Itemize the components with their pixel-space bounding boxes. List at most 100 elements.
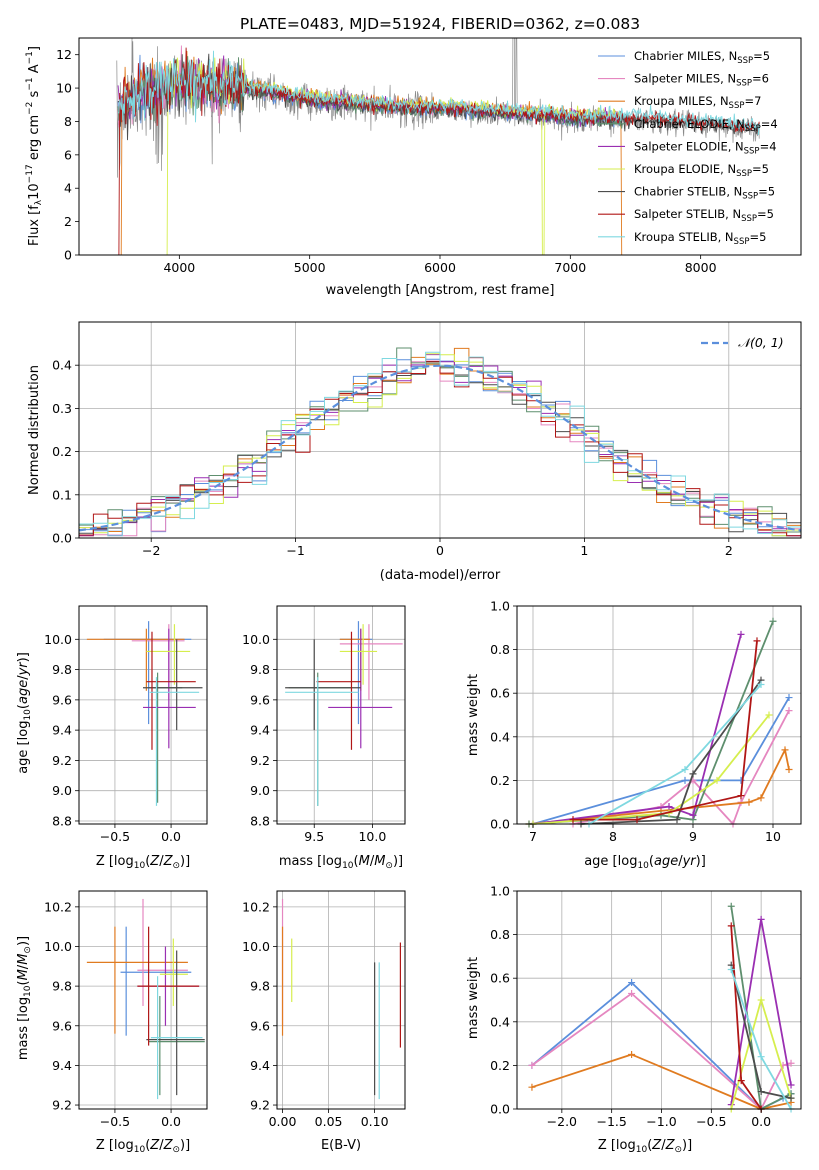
age-vs-mass-yticklabel-1: 9.0: [250, 783, 270, 798]
mw-vs-z-point-chabrier_elodie-0: [727, 902, 735, 910]
mass-vs-z-yticklabel-3: 9.8: [52, 979, 72, 994]
mass-vs-metallicity-panel: −0.5 0.0 9.2 9.4 9.6 9.8 10.0 10.2: [44, 890, 208, 1129]
histogram-salpeter_stelib: [79, 357, 801, 537]
figure-title: PLATE=0483, MJD=51924, FIBERID=0362, z=0…: [240, 15, 640, 33]
mw-vs-z-ticks: −2.0 −1.5 −1.0 −0.5 0.0 0.0 0.2 0.4 0.6 0.8 1.0: [490, 884, 771, 1130]
mw-vs-z-point-salpeter_stelib-1: [737, 1077, 745, 1085]
mw-vs-z-point-salpeter_miles-0: [528, 1061, 536, 1069]
age-vs-mass-yticklabel-0: 8.8: [250, 813, 270, 828]
spectrum-yticklabel-0: 0: [64, 248, 72, 263]
mw-vs-z-yticklabel-1: 0.2: [490, 1058, 510, 1073]
legend-label-salpeter_miles: Salpeter MILES, NSSP=6: [634, 72, 769, 89]
mw-vs-age-point-kroupa_elodie-3: [765, 711, 773, 719]
age-vs-mass-panel: 9.5 10.0 8.8 9.0 9.2 9.4 9.6 9.8 10.0: [242, 605, 406, 844]
mw-vs-z-point-salpeter_miles-4: [787, 1059, 795, 1067]
mass-vs-ebv-grid: [277, 891, 405, 1109]
histogram-xticklabel-1: −1: [286, 543, 304, 558]
mass-vs-ebv-yticklabel-1: 9.4: [250, 1058, 270, 1073]
mw-vs-age-xticklabel-0: 7: [529, 829, 537, 844]
mw-vs-age-frame: [516, 605, 802, 825]
mw-vs-age-yticklabel-3: 0.6: [490, 686, 510, 701]
spectrum-xlabel: wavelength [Angstrom, rest frame]: [326, 283, 555, 298]
age-vs-z-xticklabel-0: −0.5: [100, 829, 130, 844]
mw-vs-z-point-kroupa_stelib-0: [727, 965, 735, 973]
mw-vs-age-yticklabel-2: 0.4: [490, 729, 510, 744]
age-vs-mass-marks: [285, 621, 403, 806]
mw-vs-age-yticklabel-4: 0.8: [490, 642, 510, 657]
p3-xlabel: Z [log10(Z/Z⊙)]: [96, 854, 190, 871]
mw-vs-age-point-chabrier_miles-3: [785, 694, 793, 702]
mw-vs-age-point-chabrier_elodie-3: [769, 617, 777, 625]
spectrum-panel: 4000 5000 6000 7000 8000 0 2 4 6 8 10 12 wavelength…: [25, 37, 802, 298]
mw-vs-z-xticklabel-2: −1.0: [646, 1114, 676, 1129]
spectrum-xticklabel-0: 4000: [163, 260, 195, 275]
age-vs-mass-yticklabel-3: 9.4: [250, 723, 270, 738]
histogram-xticklabel-3: 1: [580, 543, 588, 558]
mw-vs-age-point-kroupa_miles-5: [785, 766, 793, 773]
mass-vs-ebv-ticks: 0.00 0.05 0.10 9.2 9.4 9.6 9.8 10.0 10.2: [242, 899, 388, 1129]
mw-vs-age-point-salpeter_elodie-2: [689, 811, 697, 819]
mw-vs-age-xticklabel-3: 10: [765, 829, 781, 844]
mw-vs-age-point-salpeter_stelib-2: [737, 792, 745, 800]
mw-vs-z-point-salpeter_elodie-2: [787, 1081, 795, 1089]
mass-vs-z-frame: [78, 890, 208, 1110]
mass-vs-ebv-yticklabel-0: 9.2: [250, 1098, 270, 1113]
age-vs-mass-frame: [276, 605, 406, 825]
histogram-xticklabel-2: 0: [436, 543, 444, 558]
mw-vs-z-line-kroupa_miles: [531, 1053, 792, 1110]
mass-vs-ebv-xticklabel-1: 0.05: [315, 1114, 343, 1129]
gaussian-curve: [78, 364, 802, 532]
spectrum-xticklabel-3: 7000: [554, 260, 586, 275]
mass-vs-z-marks: [86, 898, 205, 1100]
age-vs-z-grid: [79, 606, 207, 824]
mw-vs-age-point-chabrier_miles-1: [681, 776, 689, 784]
histogram-xticklabel-4: 2: [725, 543, 733, 558]
histogram-yticklabel-2: 0.2: [52, 444, 72, 459]
spectrum-yticklabel-5: 10: [56, 81, 72, 96]
legend-label-kroupa_miles: Kroupa MILES, NSSP=7: [634, 94, 761, 111]
age-vs-mass-ticks: 9.5 10.0 8.8 9.0 9.2 9.4 9.6 9.8 10.0: [242, 632, 386, 844]
mw-vs-z-xticklabel-1: −1.5: [596, 1114, 626, 1129]
histogram-ylabel: Normed distribution: [27, 365, 42, 495]
legend-label-chabrier_elodie: Chabrier ELODIE, NSSP=4: [634, 117, 778, 134]
mw-vs-age-point-kroupa_miles-4: [781, 746, 789, 754]
mw-vs-age-point-chabrier_stelib-2: [689, 770, 697, 778]
mw-vs-age-line-salpeter_elodie: [532, 634, 742, 825]
spectrum-yticklabel-6: 12: [56, 47, 72, 62]
age-vs-z-marks: [86, 621, 203, 806]
age-vs-z-yticklabel-4: 9.6: [52, 692, 72, 707]
mw-vs-z-frame: [516, 890, 802, 1110]
age-vs-z-yticklabel-2: 9.2: [52, 753, 72, 768]
age-vs-mass-xticklabel-0: 9.5: [304, 829, 324, 844]
mw-vs-age-yticklabel-5: 1.0: [490, 599, 510, 614]
age-vs-z-yticklabel-1: 9.0: [52, 783, 72, 798]
histogram-yticklabel-1: 0.1: [52, 487, 72, 502]
histogram-yticklabel-4: 0.4: [52, 358, 72, 373]
age-vs-z-xticklabel-1: 0.0: [161, 829, 181, 844]
p6-ylabel: mass [log10(M/M⊙)]: [16, 936, 33, 1060]
age-vs-mass-xticklabel-1: 10.0: [358, 829, 386, 844]
mw-vs-age-point-salpeter_stelib-0: [569, 816, 577, 824]
mw-vs-z-point-salpeter_elodie-1: [757, 915, 765, 923]
mass-vs-ebv-yticklabel-2: 9.6: [250, 1018, 270, 1033]
spectrum-ylabel: Flux [fλ10−17 erg cm−2 s−1 A−1]: [25, 46, 44, 246]
mw-vs-age-point-kroupa_elodie-2: [713, 776, 721, 784]
mw-vs-z-point-kroupa_stelib-1: [757, 1053, 765, 1061]
mw-vs-z-yticklabel-5: 1.0: [490, 884, 510, 899]
residual-histogram-panel: −2 −1 0 1 2 0.0 0.1 0.2 0.3 0.4 (data-model)/erro…: [27, 321, 802, 583]
mw-vs-z-point-salpeter_miles-1: [628, 989, 636, 997]
age-vs-z-ticks: −0.5 0.0 8.8 9.0 9.2 9.4 9.6 9.8 10.0: [44, 632, 181, 844]
age-vs-mass-yticklabel-4: 9.6: [250, 692, 270, 707]
mw-vs-age-line-chabrier_stelib: [580, 679, 762, 825]
model-spectrum-kroupa_stelib: [117, 50, 760, 136]
p3-ylabel: age [log10(age/yr)]: [16, 652, 33, 774]
legend-label-salpeter_stelib: Salpeter STELIB, NSSP=5: [634, 207, 774, 224]
spectrum-yticklabel-3: 6: [64, 147, 72, 162]
mass-vs-z-yticklabel-1: 9.4: [52, 1058, 72, 1073]
p6-xlabel: Z [log10(Z/Z⊙)]: [96, 1138, 190, 1155]
mw-vs-z-point-kroupa_miles-1: [628, 1051, 636, 1058]
mw-vs-age-point-kroupa_stelib-2: [757, 680, 765, 688]
age-vs-mass-yticklabel-5: 9.8: [250, 662, 270, 677]
mw-vs-age-point-salpeter_miles-5: [785, 707, 793, 715]
